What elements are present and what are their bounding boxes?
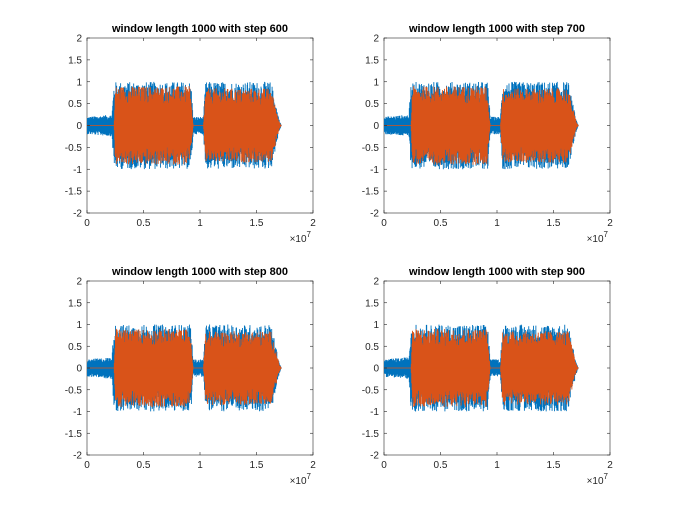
- x-exponent-power: 7: [604, 472, 609, 481]
- plot-area: [384, 82, 578, 169]
- x-exponent-base: ×10: [587, 476, 604, 487]
- x-tick-label: 0.5: [434, 460, 448, 471]
- subplot-title: window length 1000 with step 600: [111, 23, 288, 35]
- x-exponent-label: ×107: [587, 230, 609, 245]
- y-tick-label: 0: [76, 121, 82, 132]
- y-tick-label: 2: [373, 277, 379, 288]
- y-tick-label: 0: [76, 364, 82, 375]
- y-tick-label: 1.5: [365, 298, 379, 309]
- y-tick-label: -0.5: [65, 143, 83, 154]
- y-tick-label: -0.5: [362, 143, 380, 154]
- y-tick-label: 0: [373, 364, 379, 375]
- x-tick-label: 1.5: [547, 460, 561, 471]
- x-tick-label: 1: [197, 218, 203, 229]
- y-tick-label: -2: [73, 209, 82, 220]
- y-tick-label: 1.5: [68, 55, 82, 66]
- y-tick-label: 0.5: [68, 342, 82, 353]
- y-tick-label: -1.5: [65, 429, 83, 440]
- subplot-3: 0 0.5 1 1.5 2 2 1.5 1 0.5 0 -0.5 -1 -1.5 -2 ×107 window…: [65, 266, 316, 487]
- x-tick-label: 1: [494, 218, 500, 229]
- y-tick-label: 0: [373, 121, 379, 132]
- x-exponent-label: ×107: [587, 472, 609, 487]
- x-tick-label: 0.5: [137, 460, 151, 471]
- x-tick-label: 0.5: [434, 218, 448, 229]
- y-tick-label: -0.5: [362, 385, 380, 396]
- y-tick-label: 0.5: [365, 342, 379, 353]
- y-tick-label: -2: [370, 209, 379, 220]
- x-tick-label: 1.5: [250, 218, 264, 229]
- y-tick-label: 2: [76, 277, 82, 288]
- subplot-4: 0 0.5 1 1.5 2 2 1.5 1 0.5 0 -0.5 -1 -1.5 -2 ×107 window…: [362, 266, 613, 487]
- y-tick-label: 2: [373, 34, 379, 45]
- x-tick-label: 2: [607, 218, 613, 229]
- x-tick-label: 1.5: [547, 218, 561, 229]
- y-tick-label: 2: [76, 34, 82, 45]
- x-exponent-power: 7: [307, 230, 312, 239]
- plot-area: [384, 325, 578, 412]
- x-tick-label: 0: [381, 460, 387, 471]
- subplot-1: 0 0.5 1 1.5 2 2 1.5 1 0.5 0 -0.5 -1 -1.5 -2 ×107 window…: [65, 23, 316, 245]
- x-exponent-base: ×10: [290, 234, 307, 245]
- y-tick-label: -1.5: [65, 187, 83, 198]
- subplot-title: window length 1000 with step 800: [111, 266, 288, 278]
- y-tick-label: 0.5: [68, 99, 82, 110]
- y-tick-label: -1.5: [362, 187, 380, 198]
- y-tick-label: 1: [76, 77, 82, 88]
- y-tick-label: 0.5: [365, 99, 379, 110]
- y-tick-label: 1: [373, 77, 379, 88]
- subplot-title: window length 1000 with step 900: [408, 266, 585, 278]
- x-tick-label: 2: [607, 460, 613, 471]
- x-tick-label: 2: [310, 218, 316, 229]
- y-tick-label: 1: [76, 320, 82, 331]
- plot-area: [87, 325, 281, 412]
- subplot-2: 0 0.5 1 1.5 2 2 1.5 1 0.5 0 -0.5 -1 -1.5 -2 ×107 window…: [362, 23, 613, 245]
- x-exponent-base: ×10: [587, 234, 604, 245]
- x-exponent-label: ×107: [290, 230, 312, 245]
- x-tick-label: 2: [310, 460, 316, 471]
- x-exponent-base: ×10: [290, 476, 307, 487]
- y-tick-label: -2: [370, 451, 379, 462]
- subplot-title: window length 1000 with step 700: [408, 23, 585, 35]
- x-exponent-power: 7: [307, 472, 312, 481]
- y-tick-label: -2: [73, 451, 82, 462]
- y-tick-label: 1: [373, 320, 379, 331]
- x-tick-label: 0: [84, 218, 90, 229]
- y-tick-label: -1: [370, 407, 379, 418]
- x-tick-label: 1.5: [250, 460, 264, 471]
- x-exponent-power: 7: [604, 230, 609, 239]
- x-tick-label: 1: [197, 460, 203, 471]
- y-tick-label: 1.5: [68, 298, 82, 309]
- y-tick-label: 1.5: [365, 55, 379, 66]
- x-exponent-label: ×107: [290, 472, 312, 487]
- x-tick-label: 0.5: [137, 218, 151, 229]
- y-tick-label: -1: [73, 165, 82, 176]
- x-tick-label: 1: [494, 460, 500, 471]
- y-tick-label: -0.5: [65, 385, 83, 396]
- y-tick-label: -1.5: [362, 429, 380, 440]
- x-tick-label: 0: [84, 460, 90, 471]
- x-tick-label: 0: [381, 218, 387, 229]
- y-tick-label: -1: [73, 407, 82, 418]
- y-tick-label: -1: [370, 165, 379, 176]
